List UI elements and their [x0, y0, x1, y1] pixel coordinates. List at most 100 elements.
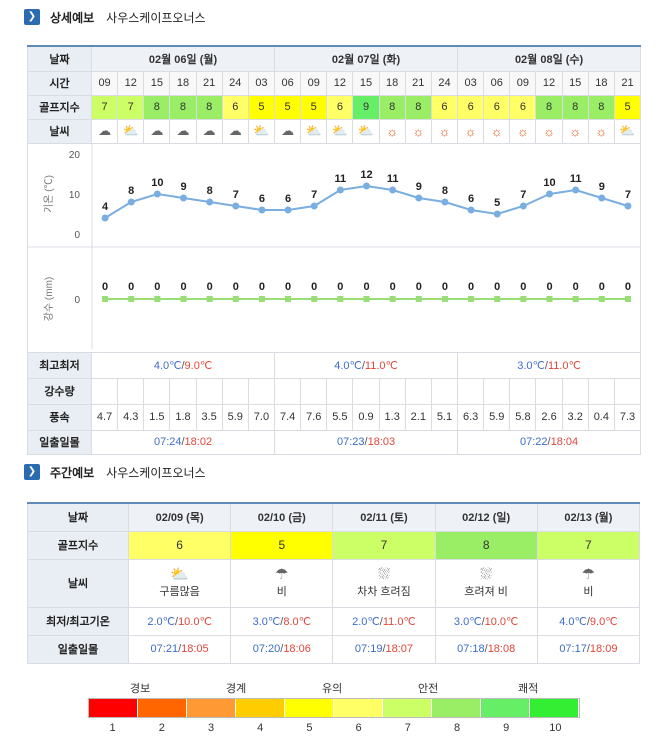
wind-cell: 1.8: [169, 403, 197, 431]
precip-cell: [352, 377, 380, 405]
temp-point: [232, 202, 240, 209]
time-cell: 09: [90, 70, 119, 96]
cloudy-icon: ☁: [221, 118, 249, 144]
temp-data-label: 10: [543, 177, 555, 189]
temp-y-tick: 0: [74, 230, 80, 241]
min-temp: 3.0℃: [252, 615, 281, 628]
sunset-time: 18:08: [487, 643, 516, 655]
precip-point: [441, 295, 448, 302]
weekly-date-header: 02/10 (금): [230, 502, 334, 532]
temp-data-label: 8: [128, 185, 134, 197]
detail-course-name: 사우스케이프오너스: [106, 10, 206, 25]
partly-cloudy-icon: ⛅: [352, 118, 380, 144]
weekly-golf-index: 8: [434, 530, 538, 560]
legend-number: 2: [158, 722, 165, 734]
sunrise-sunset-cell: 07:23/18:03: [274, 429, 459, 455]
legend-color-scale: [88, 698, 580, 718]
sunny-icon: ☼: [404, 118, 432, 144]
time-cell: 18: [169, 70, 197, 96]
precip-point: [520, 295, 527, 302]
precip-data-label: 0: [154, 281, 160, 293]
temp-point: [519, 202, 527, 209]
precip-data-label: 0: [573, 281, 579, 293]
temp-data-label: 7: [520, 189, 526, 201]
weekly-temp-cell: 2.0℃/10.0℃: [127, 606, 232, 636]
temp-point: [598, 194, 606, 201]
separator: /: [280, 615, 284, 628]
precip-data-label: 0: [102, 281, 108, 293]
weekly-weather-cell: ☂ 비: [230, 558, 334, 608]
weekly-label-temp: 최저/최고기온: [27, 606, 129, 636]
weekly-forecast-table: 날짜 02/09 (목) 02/10 (금) 02/11 (토) 02/12 (일) 02…: [27, 502, 641, 664]
precip-data-label: 0: [468, 281, 474, 293]
golf-index-legend: 경보 경계 유의 안전 쾌적 1 2 3 4 5 6 7 8 9 10: [88, 680, 580, 740]
weekly-golf-index: 7: [332, 530, 436, 560]
row-label-date: 날짜: [27, 45, 92, 72]
weekly-sun-cell: 07:18/18:08: [434, 634, 538, 664]
weekly-sun-cell: 07:19/18:07: [332, 634, 436, 664]
precip-point: [468, 295, 475, 302]
partly-cloudy-icon: ⛅: [247, 118, 276, 144]
row-label-sun: 일출일몰: [27, 429, 92, 455]
wind-cell: 0.4: [587, 403, 615, 431]
golf-index-cell: 8: [378, 94, 406, 120]
legend-swatch: [138, 699, 187, 717]
weekly-temp-cell: 3.0℃/10.0℃: [434, 606, 538, 636]
clearing-rain-icon: ⛆: [480, 566, 493, 583]
weekly-date-header: 02/09 (목): [127, 502, 232, 532]
temp-point: [363, 182, 371, 189]
temp-y-tick: 20: [69, 150, 81, 161]
date-header: 02월 07일 (화): [274, 45, 459, 72]
date-header: 02월 06일 (월): [90, 45, 276, 72]
precip-data-label: 0: [363, 281, 369, 293]
weekly-weather-cell: ☂ 비: [536, 558, 641, 608]
precip-point: [232, 295, 239, 302]
precip-point: [128, 295, 135, 302]
precip-cell: [378, 377, 406, 405]
precip-data-label: 0: [625, 281, 631, 293]
golf-index-cell: 8: [195, 94, 223, 120]
min-temp: 2.0℃: [352, 615, 380, 628]
time-cell: 09: [509, 70, 537, 96]
precip-data-label: 0: [233, 281, 239, 293]
separator: /: [481, 615, 485, 628]
precip-data-label: 0: [520, 281, 526, 293]
time-cell: 03: [457, 70, 485, 96]
precip-axis-label: 강수 (mm): [43, 276, 55, 321]
wind-cell: 3.2: [561, 403, 589, 431]
max-temp: 11.0℃: [364, 359, 398, 372]
temp-data-label: 6: [468, 193, 474, 205]
precip-data-label: 0: [546, 281, 552, 293]
temp-y-tick: 10: [69, 190, 81, 201]
max-temp: 11.0℃: [382, 615, 416, 628]
golf-index-cell: 6: [326, 94, 354, 120]
precip-cell: [613, 377, 642, 405]
precip-cell: [587, 377, 615, 405]
weekly-golf-index: 7: [536, 530, 641, 560]
temp-data-label: 11: [387, 173, 399, 185]
weekly-temp-cell: 3.0℃/8.0℃: [230, 606, 334, 636]
precip-cell: [430, 377, 459, 405]
min-temp: 3.0℃: [517, 359, 545, 372]
legend-label: 경계: [226, 683, 247, 695]
cloudy-icon: ☁: [143, 118, 171, 144]
sunset-time: 18:02: [184, 436, 213, 448]
precip-cell: [404, 377, 432, 405]
separator: /: [382, 643, 386, 655]
weekly-sun-cell: 07:20/18:06: [230, 634, 334, 664]
golf-index-cell: 6: [483, 94, 511, 120]
minmax-cell: 4.0℃/11.0℃: [274, 351, 459, 379]
precip-point: [311, 295, 318, 302]
forecast-charts: 0 10 20 기온 (℃) 4 8 10 9 8 7 6 6 7 11 12 11 9 8 6 5 7 10 11 9 7 0 강…: [28, 143, 641, 349]
wind-cell: 5.9: [483, 403, 511, 431]
weekly-temp-cell: 2.0℃/11.0℃: [332, 606, 436, 636]
detail-section-title: 상세예보: [50, 10, 95, 25]
row-label-precip: 강수량: [27, 377, 92, 405]
sunset-time: 18:07: [385, 643, 414, 655]
golf-index-cell: 8: [561, 94, 589, 120]
weekly-sun-cell: 07:21/18:05: [127, 634, 232, 664]
wind-cell: 2.6: [535, 403, 563, 431]
legend-swatch: [89, 699, 138, 717]
weekly-date-header: 02/11 (토): [332, 502, 436, 532]
legend-swatch: [187, 699, 236, 717]
